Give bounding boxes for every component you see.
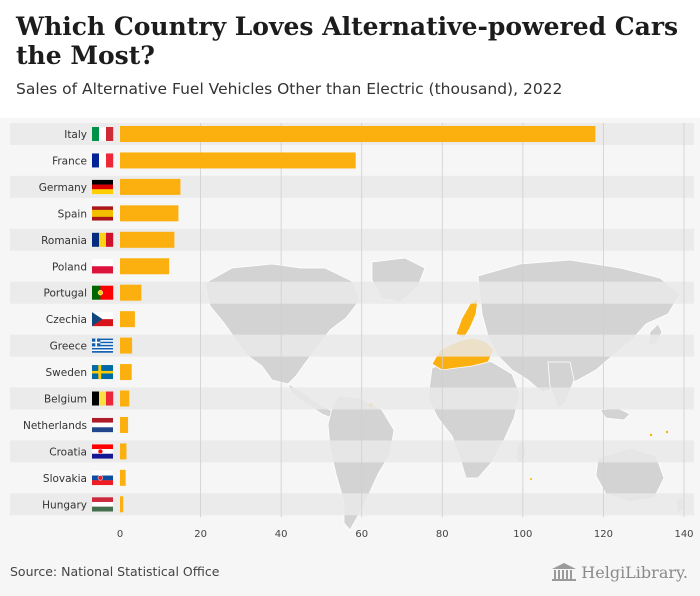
- bar-czechia: [120, 311, 135, 328]
- flag-belgium-icon: [92, 391, 114, 406]
- source-note: Source: National Statistical Office: [10, 564, 220, 579]
- bar-sweden: [120, 364, 132, 381]
- header: Which Country Loves Alternative-powered …: [0, 0, 700, 118]
- map-se-asia: [599, 407, 631, 421]
- category-label: Spain: [58, 208, 87, 220]
- bar-germany: [120, 178, 181, 195]
- bar-poland: [120, 258, 170, 275]
- bar-france: [120, 152, 356, 169]
- flags: [92, 127, 114, 512]
- category-label: Croatia: [49, 446, 87, 458]
- bar-croatia: [120, 443, 127, 460]
- flag-italy-icon: [92, 127, 114, 141]
- category-label: Romania: [41, 235, 87, 247]
- flag-slovakia-icon: [92, 470, 113, 486]
- category-label: Belgium: [44, 394, 87, 406]
- x-axis-ticks: 0 20 40 60 80 100 120 140: [117, 529, 694, 540]
- flag-poland-icon: [92, 259, 113, 274]
- bar-netherlands: [120, 416, 129, 433]
- bar-hungary: [120, 496, 124, 513]
- map-pacific-highlight: [649, 433, 653, 437]
- category-label: Portugal: [44, 288, 88, 300]
- flag-sweden-icon: [92, 365, 113, 380]
- flag-greece-icon: [92, 338, 113, 353]
- flag-germany-icon: [92, 179, 113, 195]
- bar-portugal: [120, 284, 142, 301]
- flag-portugal-icon: [92, 285, 114, 300]
- bar-spain: [120, 205, 179, 222]
- category-label: France: [52, 155, 87, 167]
- category-label: Czechia: [46, 314, 87, 326]
- x-tick-label: 0: [117, 529, 123, 540]
- footer: Source: National Statistical Office Helg…: [0, 550, 700, 596]
- bars: [120, 126, 596, 513]
- x-tick-label: 120: [594, 529, 613, 540]
- flag-france-icon: [92, 153, 114, 168]
- flag-hungary-icon: [92, 497, 113, 512]
- category-label: Slovakia: [43, 473, 87, 485]
- x-tick-label: 20: [194, 529, 207, 540]
- category-labels: Italy France Germany Spain Romania Poland Port…: [23, 129, 87, 511]
- flag-spain-icon: [92, 206, 113, 221]
- bar-chart: Italy France Germany Spain Romania Poland Port…: [10, 123, 694, 540]
- flag-croatia-icon: [92, 444, 113, 459]
- x-tick-label: 140: [674, 529, 693, 540]
- x-tick-label: 100: [513, 529, 532, 540]
- map-scandinavia-highlight: [455, 297, 479, 339]
- library-building-icon: [552, 563, 577, 581]
- category-label: Hungary: [42, 499, 87, 511]
- category-label: Italy: [64, 129, 87, 141]
- map-pacific-highlight: [665, 430, 669, 434]
- x-tick-label: 80: [436, 529, 449, 540]
- chart-title: Which Country Loves Alternative-powered …: [16, 12, 679, 70]
- category-label: Netherlands: [23, 420, 87, 432]
- bar-belgium: [120, 390, 130, 407]
- bar-greece: [120, 337, 133, 354]
- gridlines: [200, 123, 685, 518]
- bar-italy: [120, 126, 596, 142]
- bar-slovakia: [120, 469, 126, 486]
- flag-czechia-icon: [92, 312, 113, 327]
- bar-romania: [120, 231, 175, 248]
- category-label: Germany: [39, 182, 87, 194]
- x-tick-label: 60: [355, 529, 368, 540]
- x-tick-label: 40: [275, 529, 288, 540]
- category-label: Greece: [50, 341, 87, 353]
- category-label: Poland: [52, 261, 87, 273]
- category-label: Sweden: [46, 367, 88, 379]
- brand-logo[interactable]: HelgiLibrary.: [551, 560, 688, 584]
- brand-name: HelgiLibrary.: [581, 562, 688, 582]
- map-reunion-highlight: [530, 478, 532, 480]
- chart-subtitle: Sales of Alternative Fuel Vehicles Other…: [16, 80, 563, 98]
- flag-netherlands-icon: [92, 417, 113, 433]
- flag-romania-icon: [92, 232, 114, 247]
